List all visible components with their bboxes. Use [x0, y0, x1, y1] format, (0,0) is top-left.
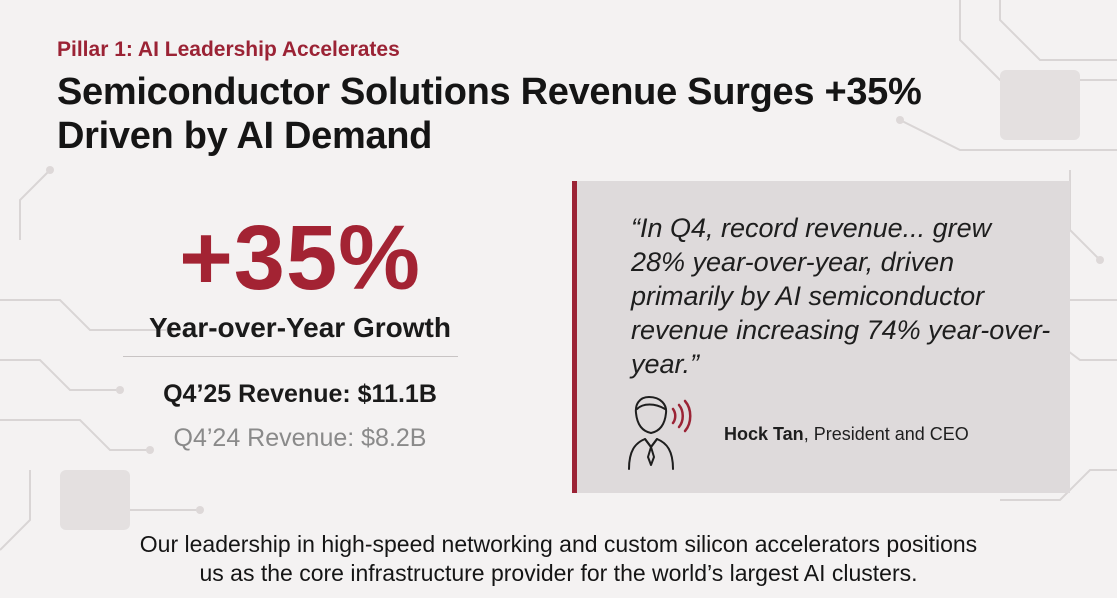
section-eyebrow: Pillar 1: AI Leadership Accelerates — [57, 38, 400, 61]
growth-label: Year-over-Year Growth — [149, 312, 451, 343]
speaker-name: Hock Tan — [724, 424, 804, 444]
divider — [123, 356, 458, 357]
page-title: Semiconductor Solutions Revenue Surges +… — [57, 70, 1077, 158]
current-revenue: Q4’25 Revenue: $11.1B — [163, 380, 437, 408]
title-line-1: Semiconductor Solutions Revenue Surges +… — [57, 71, 922, 113]
prior-revenue: Q4’24 Revenue: $8.2B — [173, 424, 427, 452]
footer-statement: Our leadership in high-speed networking … — [40, 530, 1077, 588]
footer-line-2: us as the core infrastructure provider f… — [199, 560, 918, 586]
title-line-2: Driven by AI Demand — [57, 115, 433, 157]
quote-card: “In Q4, record revenue... grew 28% year-… — [572, 181, 1070, 493]
speaker-attribution: Hock Tan, President and CEO — [724, 424, 969, 445]
footer-line-1: Our leadership in high-speed networking … — [139, 531, 978, 557]
growth-value: +35% — [179, 207, 421, 309]
quote-text: “In Q4, record revenue... grew 28% year-… — [631, 213, 1051, 379]
speaking-person-icon — [628, 396, 692, 470]
growth-stat: +35% Year-over-Year Growth — [110, 210, 490, 344]
speaker-title: , President and CEO — [803, 424, 969, 444]
